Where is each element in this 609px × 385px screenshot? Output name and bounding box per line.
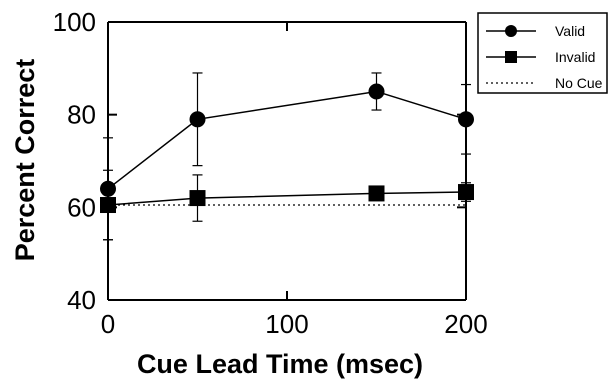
data-point-square: [189, 190, 206, 207]
data-point-square: [458, 184, 474, 201]
legend-label: No Cue: [555, 75, 603, 91]
series-valid: [100, 72, 474, 241]
ticks: [107, 21, 467, 301]
x-tick-label: 100: [265, 309, 308, 339]
plot-frame: [107, 21, 467, 301]
y-axis-title: Percent Correct: [10, 59, 40, 262]
data-point-circle: [368, 83, 385, 100]
data-point-circle: [189, 111, 206, 128]
x-tick-label: 0: [101, 309, 115, 339]
y-tick-label: 100: [53, 7, 96, 37]
legend-box: [477, 12, 608, 94]
x-tick-label: 200: [444, 309, 487, 339]
x-axis-title: Cue Lead Time (msec): [137, 349, 423, 379]
legend-label: Valid: [555, 23, 585, 39]
y-tick-label: 40: [67, 285, 96, 315]
series-line: [107, 191, 467, 206]
series-line: [107, 90, 467, 190]
data-point-circle: [458, 111, 474, 128]
legend-marker-circle: [505, 25, 517, 37]
y-tick-label: 80: [67, 100, 96, 130]
tick-labels: 40 60 80 100 0 100 200: [53, 7, 488, 339]
legend: Valid Invalid No Cue: [477, 12, 608, 94]
legend-marker-square: [505, 51, 517, 63]
legend-label: Invalid: [555, 49, 595, 65]
series-invalid: [100, 169, 474, 241]
series-layer: [100, 72, 474, 241]
data-point-square: [368, 185, 385, 202]
y-tick-label: 60: [67, 192, 96, 222]
